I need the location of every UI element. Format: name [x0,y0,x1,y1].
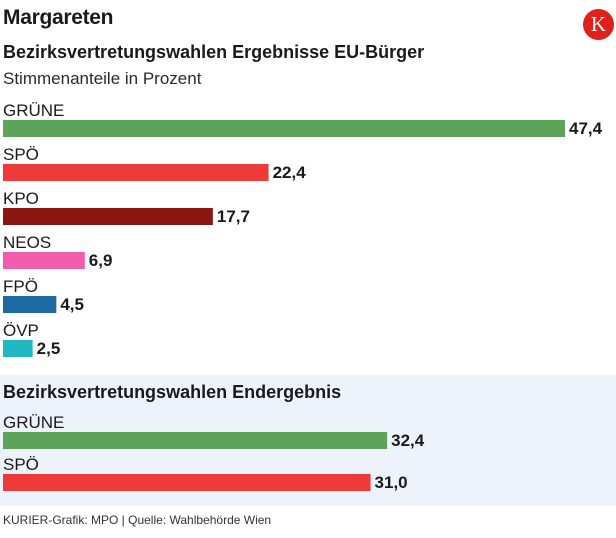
chart-1-category-label-2: KPO [3,189,39,208]
chart-1-category-label-1: SPÖ [3,145,39,164]
chart-1-value-label-2: 17,7 [217,207,250,226]
chart-2-category-label-0: GRÜNE [3,413,64,432]
chart-1-bar-4 [3,296,57,313]
chart-2-bars: GRÜNE 32,4 SPÖ 31,0 [3,413,425,492]
chart-1-bar-2 [3,208,213,225]
chart-1-subtitle: Stimmenanteile in Prozent [3,69,202,88]
chart-1-value-label-0: 47,4 [569,119,603,138]
chart-2-bar-1 [3,474,371,491]
chart-1-bar-3 [3,252,85,269]
chart-1-value-label-4: 4,5 [60,295,84,314]
chart-1-value-label-1: 22,4 [273,163,307,182]
chart-1-category-label-3: NEOS [3,233,51,252]
chart-1-value-label-3: 6,9 [89,251,113,270]
chart-1-bars: GRÜNE 47,4 SPÖ 22,4 KPO 17,7 NEOS 6,9 FPÖ 4,5 ÖVP2… [3,101,603,358]
chart-2-bar-0 [3,432,388,449]
chart-1-bar-0 [3,120,565,137]
chart-1-category-label-0: GRÜNE [3,101,64,120]
chart-1-bar-5 [3,340,33,357]
chart-1-bar-1 [3,164,269,181]
chart-2-title: Bezirksvertretungswahlen Endergebnis [3,382,342,402]
chart-1-value-label-5: 2,5 [37,339,61,358]
chart-1-category-label-5: ÖVP [3,321,39,340]
chart-1-title: Bezirksvertretungswahlen Ergebnisse EU-B… [3,42,425,62]
kurier-logo-icon: K [583,9,614,40]
source-note: KURIER-Grafik: MPO | Quelle: Wahlbehörde… [3,513,272,527]
chart-2-category-label-1: SPÖ [3,455,39,474]
page-title: Margareten [3,6,114,29]
chart-2-value-label-1: 31,0 [375,473,408,492]
chart-2-value-label-0: 32,4 [391,431,425,450]
chart-1-category-label-4: FPÖ [3,277,38,296]
